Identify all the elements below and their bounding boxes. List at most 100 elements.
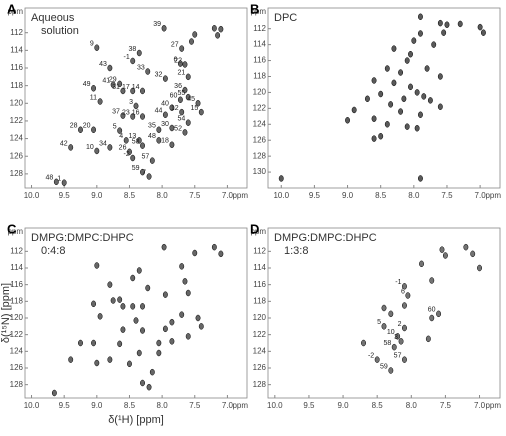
peak (162, 291, 168, 298)
peak (146, 173, 152, 180)
peak (463, 243, 469, 251)
peak-label: 55 (177, 90, 185, 97)
x-tick-label: 9.0 (342, 191, 354, 200)
peak (68, 144, 74, 151)
peak (156, 339, 162, 347)
peak-label: -2 (124, 151, 130, 158)
peak (162, 325, 168, 333)
peak (161, 25, 167, 32)
peak (156, 349, 162, 357)
peak (185, 93, 191, 101)
y-tick-label: 122 (10, 116, 24, 125)
y-tick-label: 122 (253, 103, 267, 112)
x-tick-label: 9.5 (303, 401, 315, 410)
y-tick-label: 120 (10, 313, 24, 322)
peak (145, 284, 151, 292)
panel-title: DMPG:DMPC:DHPC (31, 232, 134, 244)
x-tick-label: 7.5 (441, 191, 453, 200)
peak-label: 27 (171, 41, 179, 48)
peak (130, 113, 136, 120)
peak (51, 389, 57, 397)
plot-frame (24, 227, 248, 399)
y-tick-label: 124 (253, 119, 267, 128)
peak-label: 1 (57, 176, 61, 183)
x-tick-label: 9.0 (337, 401, 349, 410)
peak (179, 311, 185, 318)
peak-label: 3 (129, 99, 133, 106)
x-tick-label: 8.5 (124, 401, 136, 410)
y-tick-label: 124 (10, 346, 24, 355)
plot-frame (267, 7, 501, 189)
peak (127, 148, 132, 156)
peak-label: 39 (153, 21, 161, 28)
peak-label: 60 (428, 307, 436, 314)
peak-label: 4 (119, 133, 123, 140)
peak-label: 59 (380, 363, 388, 370)
peak (218, 25, 224, 33)
peak-label: 11 (90, 94, 97, 101)
y-tick-label: 126 (10, 363, 24, 372)
peak (441, 29, 447, 36)
y-tick-label: 112 (10, 28, 23, 37)
peak (68, 356, 74, 363)
peak (477, 23, 483, 31)
y-unit: ppm (250, 7, 266, 16)
peak (439, 246, 445, 253)
peak-label: 42 (60, 140, 68, 147)
y-tick-label: 128 (10, 169, 24, 178)
peak-label: 57 (394, 353, 402, 360)
y-tick-label: 116 (10, 63, 23, 72)
panel-title: 1:3:8 (284, 245, 308, 257)
peak (120, 303, 126, 310)
peak-label: 59 (132, 165, 140, 172)
peak (136, 267, 142, 274)
peak-label: 2 (398, 321, 402, 328)
y-unit: ppm (250, 227, 266, 236)
x-tick-label: 8.0 (157, 401, 169, 410)
x-tick-label: 9.5 (59, 191, 71, 200)
peak (130, 274, 136, 282)
peak (395, 333, 401, 340)
peak-label: 21 (177, 70, 185, 77)
peak (427, 97, 433, 104)
panel-letter: B (250, 1, 259, 16)
peak-label: 52 (174, 125, 182, 132)
peak (146, 383, 152, 391)
peak (198, 323, 204, 330)
peak (94, 359, 100, 367)
peak (107, 356, 113, 363)
peak (437, 19, 443, 27)
peak (140, 168, 145, 176)
peak (140, 87, 145, 95)
y-tick-label: 124 (10, 134, 24, 143)
peak (91, 300, 97, 308)
y-tick-label: 118 (253, 72, 266, 81)
peak (169, 104, 175, 111)
peak-label: 60 (170, 93, 178, 100)
peak (161, 243, 167, 251)
peak (136, 349, 142, 357)
peak (177, 96, 183, 104)
peak (169, 124, 175, 132)
peak (444, 21, 450, 28)
peak (136, 137, 142, 144)
peak (110, 297, 116, 304)
peak-label: 18 (161, 138, 169, 145)
peak (130, 154, 136, 162)
x-tick-label: 8.5 (375, 191, 387, 200)
y-tick-label: 114 (10, 45, 23, 54)
peak (177, 60, 183, 67)
peak (182, 61, 188, 68)
peak (436, 310, 442, 318)
peak (215, 32, 221, 39)
y-tick-label: 112 (253, 24, 266, 33)
peak (120, 326, 126, 333)
peak (117, 127, 123, 134)
y-unit: ppm (7, 227, 23, 236)
peak-label: 32 (155, 71, 163, 78)
peak (371, 77, 377, 84)
peak (364, 95, 370, 103)
y-tick-label: 128 (253, 380, 267, 389)
peak (381, 304, 387, 312)
